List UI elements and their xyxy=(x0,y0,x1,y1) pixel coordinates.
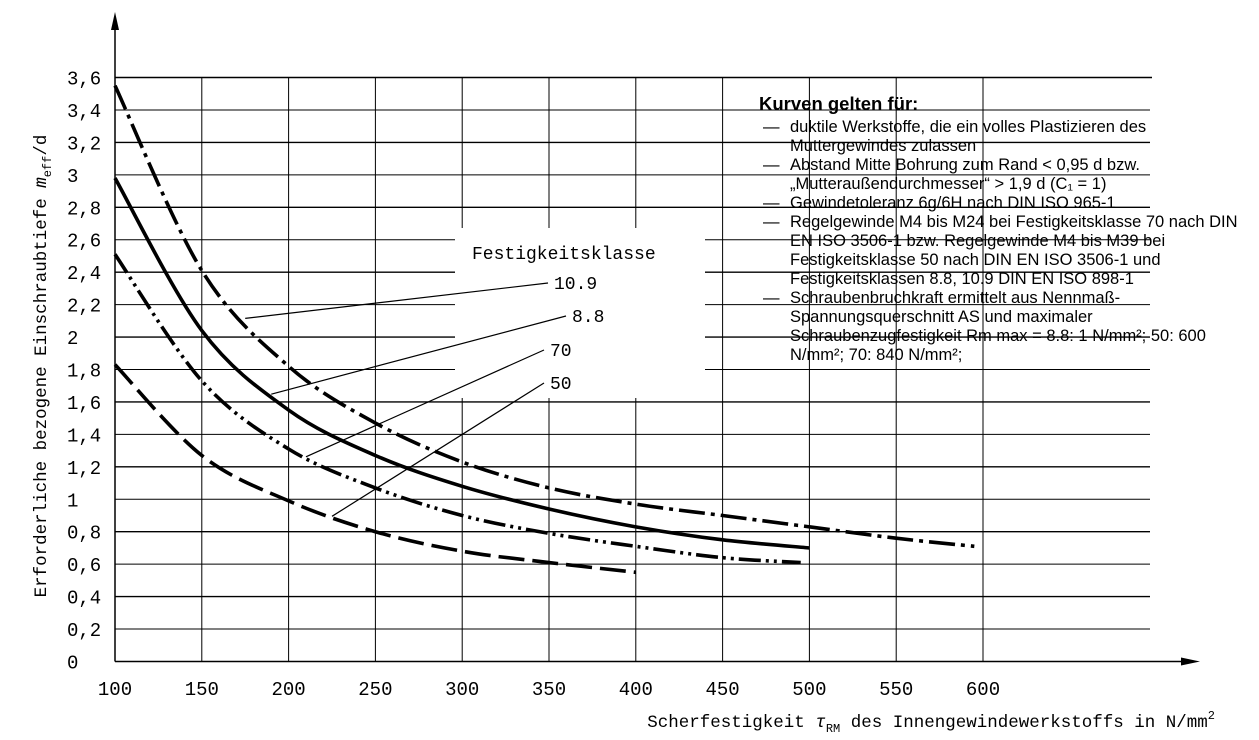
x-label-sup: 2 xyxy=(1208,709,1215,723)
y-tick-label: 3 xyxy=(67,166,78,188)
series-line-8-8 xyxy=(113,177,810,550)
note-item: — Abstand Mitte Bohrung zum Rand < 0,95 d… xyxy=(759,156,1257,194)
y-axis-label: Erforderliche bezogene Einschraubtiefe m… xyxy=(32,135,55,598)
note-text: Schraubenbruchkraft ermittelt aus Nennma… xyxy=(790,289,1206,364)
y-tick-label: 1,2 xyxy=(67,458,101,480)
legend-box xyxy=(455,228,705,398)
x-label-var: τ xyxy=(815,713,826,733)
y-label-rest: /d xyxy=(32,135,52,156)
note-item: — Schraubenbruchkraft ermittelt aus Nennm… xyxy=(759,289,1257,365)
legend-title: Festigkeitsklasse xyxy=(472,245,656,265)
x-tick-label: 350 xyxy=(532,679,566,701)
y-tick-label: 2,4 xyxy=(67,263,101,285)
tick-labels: 0 0,2 0,4 0,6 0,8 1 1,2 1,4 1,6 1,8 2 2,2 2,4 2,6 2,8 3… xyxy=(67,69,1000,702)
y-tick-label: 0,8 xyxy=(67,523,101,545)
x-tick-label: 300 xyxy=(445,679,479,701)
y-tick-label: 1,8 xyxy=(67,361,101,383)
x-tick-label: 400 xyxy=(619,679,653,701)
axes xyxy=(111,12,1200,666)
note-text: Abstand Mitte Bohrung zum Rand < 0,95 d … xyxy=(790,156,1140,193)
y-label-var: m xyxy=(32,177,52,188)
x-tick-label: 150 xyxy=(185,679,219,701)
y-tick-label: 2,2 xyxy=(67,296,101,318)
legend: Festigkeitsklasse 10.9 8.870 50 xyxy=(245,228,705,517)
y-tick-label: 1 xyxy=(67,490,78,512)
y-tick-label: 3,6 xyxy=(67,69,101,91)
note-text: Gewindetoleranz 6g/6H nach DIN ISO 965-1 xyxy=(790,194,1116,212)
x-tick-label: 500 xyxy=(792,679,826,701)
legend-label-10-9: 10.9 xyxy=(554,275,597,295)
y-tick-label: 0,6 xyxy=(67,555,101,577)
y-tick-label: 2,8 xyxy=(67,198,101,220)
x-label-mid: des Innengewindewerkstoffs in N/mm xyxy=(840,713,1208,733)
legend-leader-50 xyxy=(331,382,545,517)
legend-label-8-8: 8.8 xyxy=(572,308,604,328)
y-tick-label: 0 xyxy=(67,653,78,675)
y-tick-label: 0,4 xyxy=(67,588,101,610)
y-axis-arrow xyxy=(111,12,119,30)
series-line-70 xyxy=(113,253,801,565)
y-label-sub: eff xyxy=(41,156,55,178)
x-tick-label: 100 xyxy=(98,679,132,701)
y-tick-label: 3,2 xyxy=(67,133,101,155)
y-tick-label: 2,6 xyxy=(67,231,101,253)
notes-list: — duktile Werkstoffe, die ein volles Plas… xyxy=(759,118,1257,365)
note-item: — Regelgewinde M4 bis M24 bei Festigkeits… xyxy=(759,213,1257,289)
x-tick-label: 550 xyxy=(879,679,913,701)
notes-box: Kurven gelten für: — duktile Werkstoffe, … xyxy=(759,94,1257,365)
y-tick-label: 3,4 xyxy=(67,101,101,123)
series-line-50 xyxy=(113,363,637,575)
notes-heading: Kurven gelten für: xyxy=(759,93,919,114)
note-text: duktile Werkstoffe, die ein volles Plast… xyxy=(790,118,1147,155)
y-tick-label: 1,4 xyxy=(67,425,101,447)
note-item: — duktile Werkstoffe, die ein volles Plas… xyxy=(759,118,1257,156)
note-item: — Gewindetoleranz 6g/6H nach DIN ISO 965-… xyxy=(759,194,1257,213)
x-tick-label: 200 xyxy=(271,679,305,701)
series-line-10-9 xyxy=(113,84,975,549)
note-bullet: — xyxy=(763,156,780,174)
note-text: Regelgewinde M4 bis M24 bei Festigkeitsk… xyxy=(790,213,1238,288)
note-bullet: — xyxy=(763,289,780,307)
legend-leader-70 xyxy=(305,349,545,458)
note-bullet: — xyxy=(763,118,780,136)
legend-leader-10-9 xyxy=(245,282,549,319)
legend-label-50: 50 xyxy=(550,375,572,395)
y-tick-label: 1,6 xyxy=(67,393,101,415)
x-axis-arrow xyxy=(1181,657,1200,666)
y-tick-label: 2 xyxy=(67,328,78,350)
legend-leader-8-8 xyxy=(271,315,567,395)
x-axis-label: Scherfestigkeit τRM des Innengewindewerk… xyxy=(647,709,1215,736)
note-bullet: — xyxy=(763,194,780,212)
x-label-sub: RM xyxy=(826,722,840,736)
curves xyxy=(113,84,975,575)
y-tick-label: 0,2 xyxy=(67,620,101,642)
note-bullet: — xyxy=(763,213,780,231)
x-tick-label: 250 xyxy=(358,679,392,701)
legend-label-70: 70 xyxy=(550,342,572,362)
x-tick-label: 450 xyxy=(705,679,739,701)
x-tick-label: 600 xyxy=(966,679,1000,701)
